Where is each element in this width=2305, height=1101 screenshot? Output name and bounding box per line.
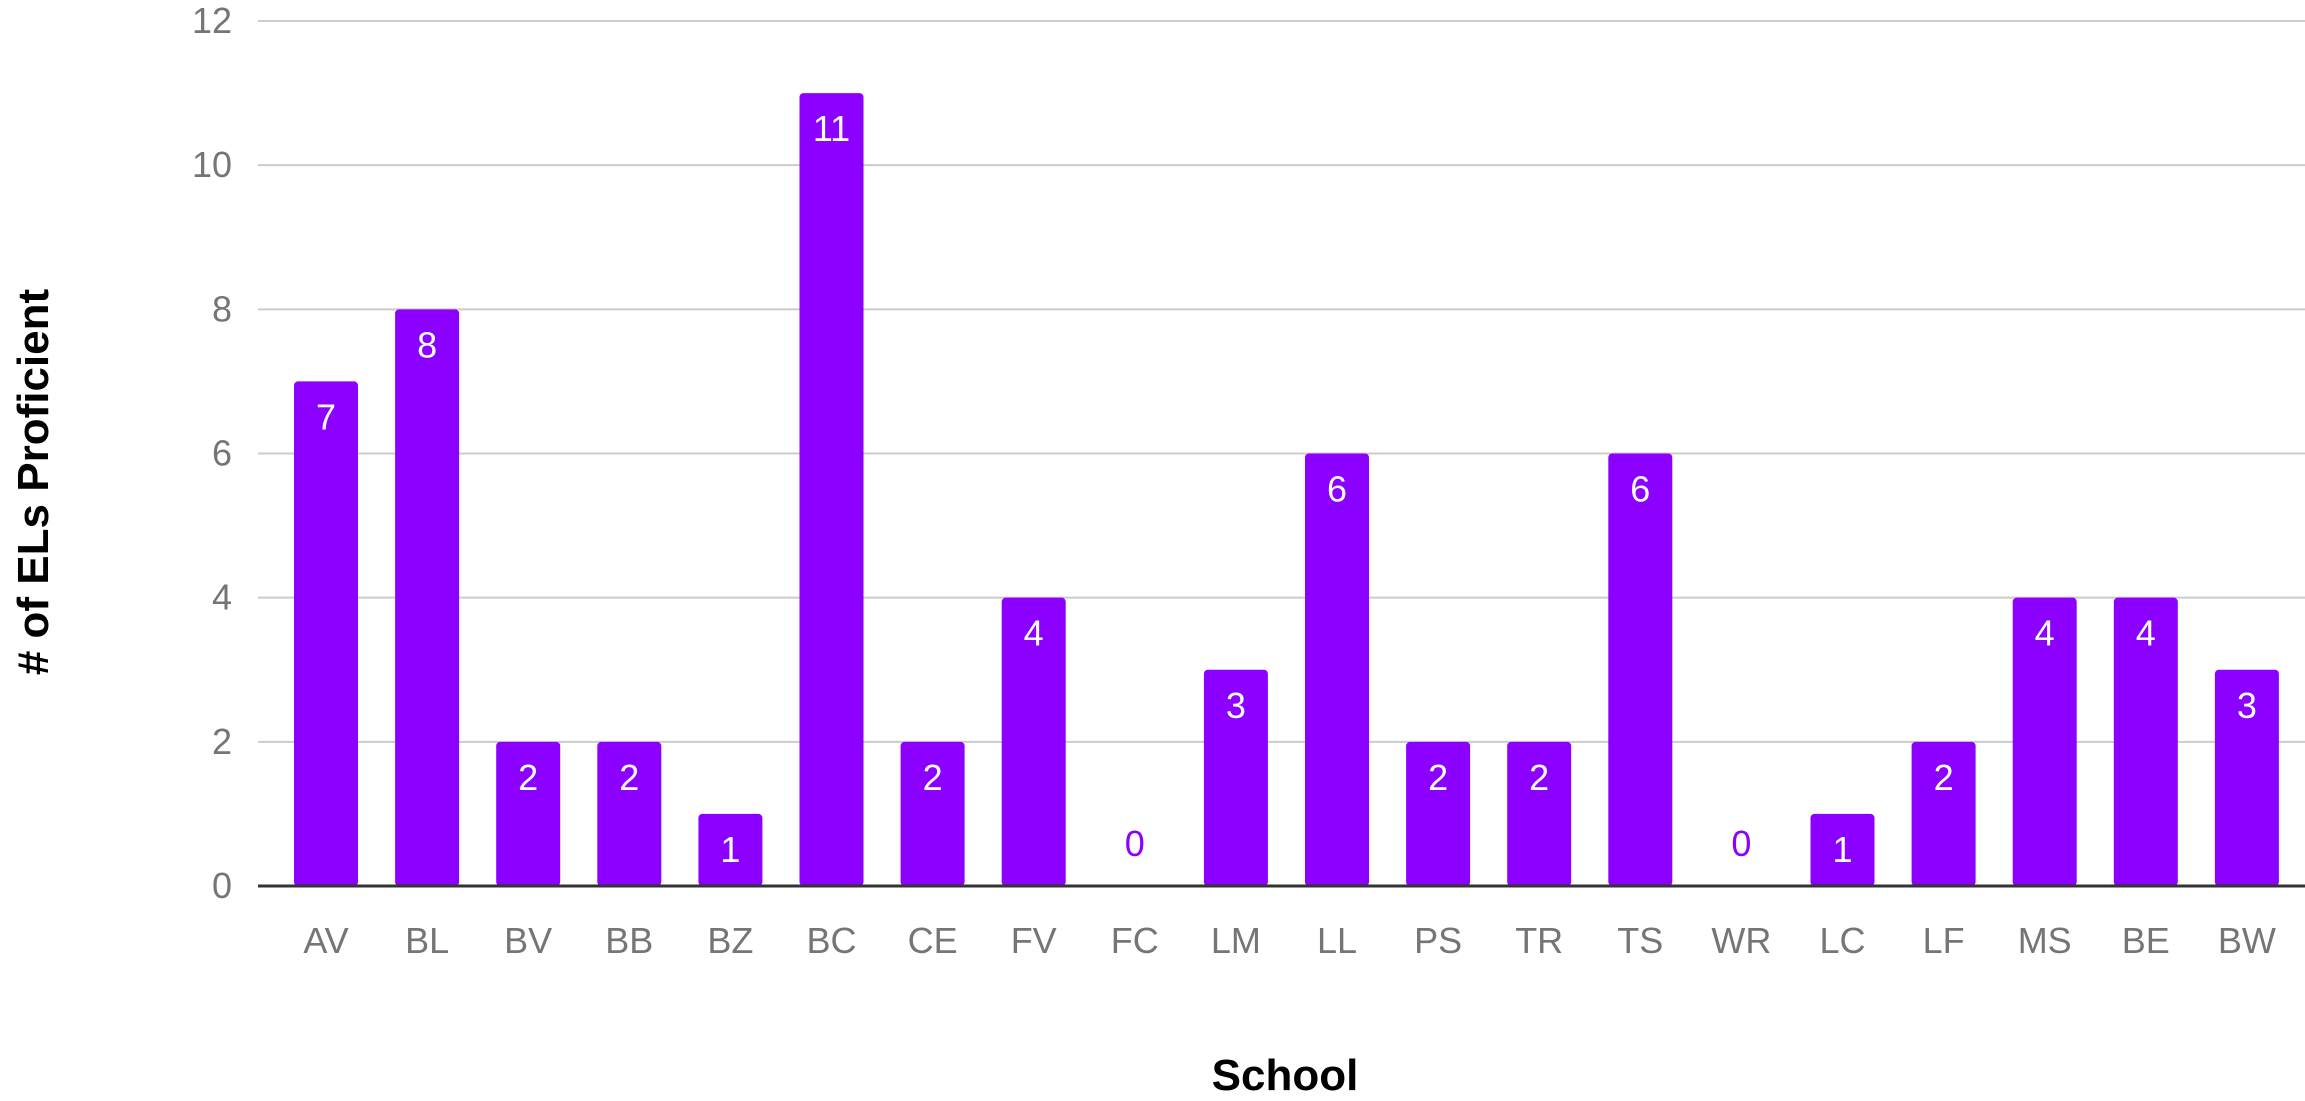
bar-value-label: 2: [923, 757, 943, 798]
bar-ms: [2012, 597, 2077, 886]
bar-value-label: 1: [720, 829, 740, 870]
bar-ps: [1406, 741, 1471, 886]
y-tick-label: 4: [212, 577, 232, 618]
x-tick-label: FV: [1011, 920, 1057, 961]
bar-av: [294, 381, 358, 886]
bar-bz: [698, 813, 763, 886]
x-tick-label: BC: [806, 920, 856, 961]
bar-ce: [900, 741, 965, 886]
bar-value-label: 2: [619, 757, 639, 798]
bar-lm: [1203, 669, 1268, 886]
x-tick-label: FC: [1111, 920, 1159, 961]
bar-lc: [1810, 813, 1875, 886]
bar-value-label: 4: [1024, 613, 1044, 654]
x-tick-label: AV: [303, 920, 348, 961]
bar-bb: [597, 741, 662, 886]
bar-value-label: 1: [1832, 829, 1852, 870]
bar-value-label: 11: [813, 108, 850, 149]
bar-fv: [1001, 597, 1066, 886]
bar-value-label: 6: [1630, 469, 1650, 510]
bar-bl: [395, 309, 460, 886]
bars: [294, 93, 2279, 887]
bar-value-label: 2: [1934, 757, 1954, 798]
x-axis-title: School: [1212, 1051, 1359, 1096]
bar-value-label: 4: [2136, 613, 2156, 654]
bar-be: [2113, 597, 2178, 886]
bar-value-label: 2: [518, 757, 538, 798]
y-tick-label: 10: [192, 144, 232, 185]
x-tick-label: BB: [605, 920, 653, 961]
bar-value-label: 8: [417, 324, 437, 365]
y-axis-title: # of ELs Proficient: [9, 289, 58, 676]
gridlines: [258, 20, 2305, 743]
x-tick-label: MS: [2018, 920, 2072, 961]
bar-ll: [1305, 453, 1369, 886]
bar-ts: [1608, 453, 1673, 886]
bar-value-label: 7: [316, 396, 336, 437]
bar-value-label: 0: [1731, 823, 1751, 864]
bar-value-label: 0: [1125, 823, 1145, 864]
bar-bv: [496, 741, 561, 886]
y-tick-label: 12: [192, 0, 232, 41]
bar-bc: [799, 93, 864, 887]
bar-lf: [1911, 741, 1976, 886]
x-tick-label: BE: [2122, 920, 2170, 961]
x-tick-label: LM: [1211, 920, 1261, 961]
y-tick-label: 0: [212, 865, 232, 906]
x-tick-label: TR: [1515, 920, 1563, 961]
x-tick-label: TS: [1617, 920, 1663, 961]
y-tick-label: 2: [212, 721, 232, 762]
x-tick-label: BW: [2218, 920, 2276, 961]
bar-value-label: 3: [1226, 685, 1246, 726]
bar-bw: [2214, 669, 2279, 886]
x-tick-label: BV: [504, 920, 552, 961]
bar-tr: [1507, 741, 1572, 886]
x-tick-label: LL: [1317, 920, 1357, 961]
x-tick-label: BZ: [707, 920, 753, 961]
x-tick-label: LF: [1923, 920, 1965, 961]
x-tick-label: BL: [405, 920, 449, 961]
x-tick-label: CE: [908, 920, 958, 961]
y-tick-label: 6: [212, 433, 232, 474]
x-tick-label: PS: [1414, 920, 1462, 961]
bar-value-label: 2: [1529, 757, 1549, 798]
bar-value-label: 4: [2035, 613, 2055, 654]
x-tick-label: LC: [1819, 920, 1865, 961]
y-tick-label: 8: [212, 288, 232, 329]
bar-value-label: 3: [2237, 685, 2257, 726]
bar-value-label: 2: [1428, 757, 1448, 798]
x-tick-label: WR: [1711, 920, 1771, 961]
bar-value-label: 6: [1327, 469, 1347, 510]
